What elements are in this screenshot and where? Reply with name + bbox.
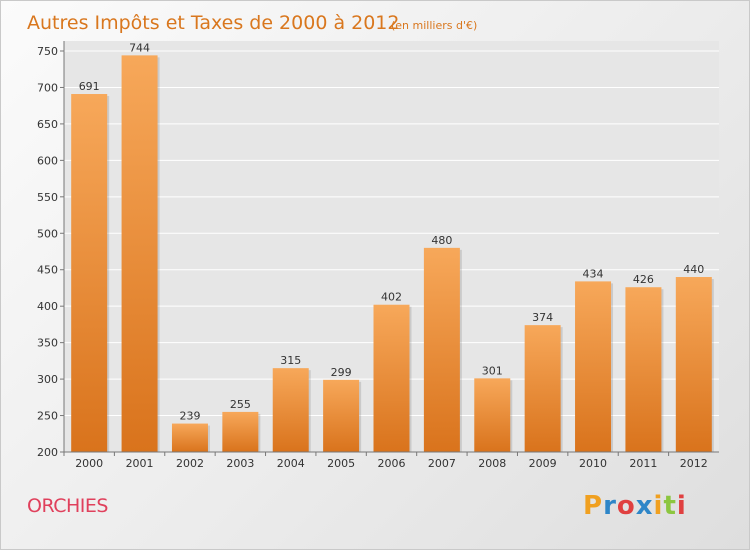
bar-2008 bbox=[474, 378, 511, 452]
logo-letter: t bbox=[663, 491, 677, 521]
y-tick-label: 750 bbox=[37, 45, 58, 58]
x-tick-label: 2007 bbox=[428, 457, 456, 470]
y-tick-label: 500 bbox=[37, 227, 58, 240]
data-label-2004: 315 bbox=[280, 354, 301, 367]
x-tick-label: 2008 bbox=[478, 457, 506, 470]
y-tick-label: 650 bbox=[37, 118, 58, 131]
bars: 691 744 239 255 315 299 402 480 301 374 434 426 440 bbox=[71, 41, 714, 453]
data-label-2008: 301 bbox=[482, 364, 503, 377]
chart-title: Autres Impôts et Taxes de 2000 à 2012 bbox=[27, 12, 400, 34]
logo-letter: P bbox=[583, 491, 604, 521]
data-label-2009: 374 bbox=[532, 311, 553, 324]
y-tick-label: 400 bbox=[37, 300, 58, 313]
x-tick-label: 2001 bbox=[126, 457, 154, 470]
bar-2011 bbox=[625, 287, 662, 452]
bar-2004 bbox=[272, 368, 309, 452]
data-label-2007: 480 bbox=[431, 234, 452, 247]
data-label-2003: 255 bbox=[230, 398, 251, 411]
data-label-2012: 440 bbox=[683, 263, 704, 276]
data-label-2005: 299 bbox=[331, 366, 352, 379]
logo-letter: i bbox=[676, 491, 687, 521]
y-tick-label: 350 bbox=[37, 337, 58, 350]
x-tick-label: 2012 bbox=[680, 457, 708, 470]
town-name: ORCHIES bbox=[27, 495, 108, 517]
chart-subtitle: (en milliers d'€) bbox=[391, 19, 477, 32]
y-axis-ticks: 200 250 300 350 400 450 500 550 600 650 700 750 bbox=[37, 41, 65, 459]
x-tick-label: 2005 bbox=[327, 457, 355, 470]
x-tick-label: 2004 bbox=[277, 457, 305, 470]
data-label-2011: 426 bbox=[633, 273, 654, 286]
y-tick-label: 200 bbox=[37, 446, 58, 459]
bar-2002 bbox=[171, 423, 208, 452]
logo-letter: o bbox=[616, 491, 636, 521]
x-axis-ticks: 2000 2001 2002 2003 2004 2005 2006 2007 2008 2009… bbox=[63, 451, 719, 470]
data-label-2010: 434 bbox=[583, 267, 604, 280]
data-label-2002: 239 bbox=[179, 410, 200, 423]
logo-letter: i bbox=[653, 491, 664, 521]
data-label-2001: 744 bbox=[129, 41, 150, 54]
bar-2006 bbox=[373, 304, 410, 452]
x-tick-label: 2010 bbox=[579, 457, 607, 470]
logo-letter: x bbox=[635, 491, 654, 521]
bar-2005 bbox=[323, 379, 360, 452]
x-tick-label: 2009 bbox=[529, 457, 557, 470]
x-tick-label: 2011 bbox=[629, 457, 657, 470]
bar-2003 bbox=[222, 411, 259, 452]
y-tick-label: 300 bbox=[37, 373, 58, 386]
bar-2012 bbox=[675, 277, 712, 452]
data-label-2000: 691 bbox=[79, 80, 100, 93]
x-tick-label: 2002 bbox=[176, 457, 204, 470]
y-tick-label: 550 bbox=[37, 191, 58, 204]
y-tick-label: 600 bbox=[37, 154, 58, 167]
bar-2009 bbox=[524, 325, 561, 452]
x-tick-label: 2000 bbox=[75, 457, 103, 470]
x-tick-label: 2003 bbox=[226, 457, 254, 470]
bar-2007 bbox=[423, 247, 460, 452]
y-tick-label: 450 bbox=[37, 264, 58, 277]
bar-2001 bbox=[121, 55, 158, 453]
data-label-2006: 402 bbox=[381, 291, 402, 304]
y-tick-label: 250 bbox=[37, 410, 58, 423]
proxiti-logo: Proxiti bbox=[583, 491, 687, 521]
logo-letter: r bbox=[603, 491, 617, 521]
y-tick-label: 700 bbox=[37, 81, 58, 94]
bar-2010 bbox=[575, 281, 612, 452]
bar-2000 bbox=[71, 94, 108, 453]
x-tick-label: 2006 bbox=[378, 457, 406, 470]
